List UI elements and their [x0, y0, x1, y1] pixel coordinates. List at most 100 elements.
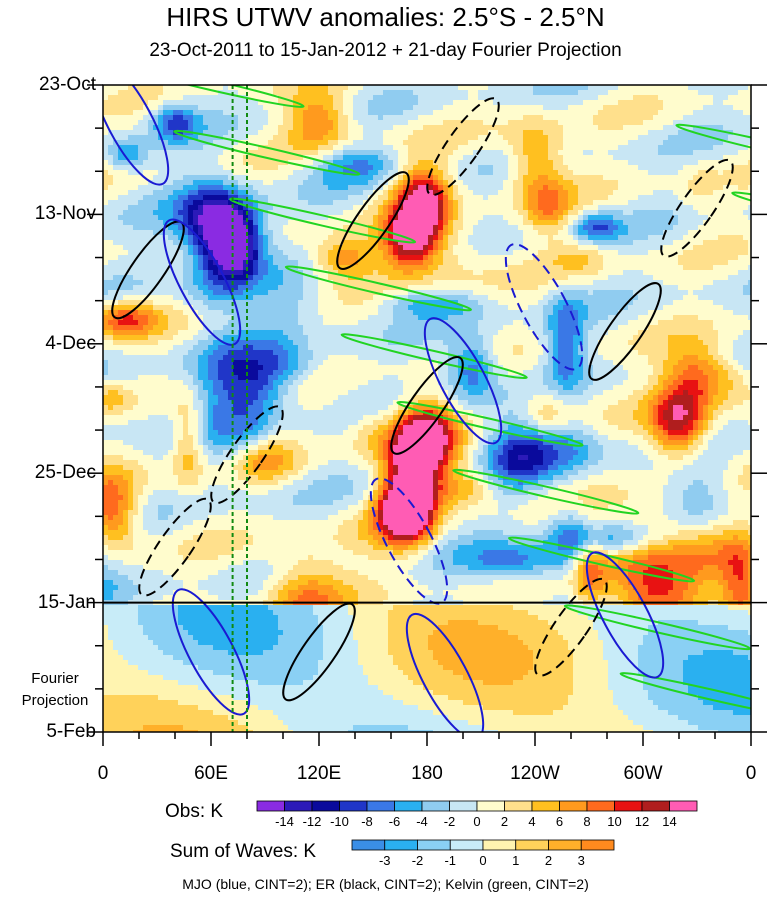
heatmap-cell: [183, 160, 188, 165]
heatmap-cell: [253, 505, 258, 510]
heatmap-cell: [173, 420, 178, 425]
heatmap-cell: [243, 485, 248, 490]
heatmap-cell: [183, 570, 188, 575]
heatmap-cell: [138, 660, 143, 665]
heatmap-cell: [188, 475, 193, 480]
heatmap-cell: [213, 165, 218, 170]
heatmap-cell: [273, 440, 278, 445]
heatmap-cell: [118, 590, 123, 595]
heatmap-cell: [133, 395, 138, 400]
heatmap-cell: [163, 90, 168, 95]
heatmap-cell: [103, 685, 108, 690]
heatmap-cell: [128, 535, 133, 540]
heatmap-cell: [158, 495, 163, 500]
heatmap-cell: [218, 275, 223, 280]
heatmap-cell: [238, 120, 243, 125]
heatmap-cell: [163, 160, 168, 165]
heatmap-cell: [273, 660, 278, 665]
heatmap-cell: [128, 115, 133, 120]
heatmap-cell: [243, 290, 248, 295]
heatmap-cell: [288, 350, 293, 355]
heatmap-cell: [148, 465, 153, 470]
heatmap-cell: [108, 255, 113, 260]
heatmap-cell: [223, 490, 228, 495]
heatmap-cell: [123, 545, 128, 550]
heatmap-cell: [218, 570, 223, 575]
heatmap-cell: [263, 405, 268, 410]
heatmap-cell: [183, 105, 188, 110]
heatmap-cell: [188, 505, 193, 510]
heatmap-cell: [173, 500, 178, 505]
heatmap-cell: [278, 130, 283, 135]
heatmap-cell: [123, 190, 128, 195]
heatmap-cell: [268, 455, 273, 460]
heatmap-cell: [288, 610, 293, 615]
heatmap-cell: [128, 670, 133, 675]
heatmap-cell: [108, 700, 113, 705]
heatmap-cell: [103, 465, 108, 470]
heatmap-cell: [188, 215, 193, 220]
heatmap-cell: [213, 100, 218, 105]
heatmap-cell: [203, 700, 208, 705]
heatmap-cell: [278, 590, 283, 595]
heatmap-cell: [178, 355, 183, 360]
heatmap-cell: [268, 135, 273, 140]
heatmap-cell: [113, 145, 118, 150]
heatmap-cell: [183, 650, 188, 655]
heatmap-cell: [183, 555, 188, 560]
heatmap-cell: [178, 690, 183, 695]
heatmap-cell: [283, 630, 288, 635]
heatmap-cell: [168, 345, 173, 350]
heatmap-cell: [163, 495, 168, 500]
heatmap-cell: [143, 710, 148, 715]
heatmap-cell: [183, 700, 188, 705]
heatmap-cell: [258, 205, 263, 210]
heatmap-cell: [188, 730, 193, 732]
heatmap-cell: [158, 385, 163, 390]
heatmap-cell: [258, 550, 263, 555]
heatmap-cell: [278, 670, 283, 675]
heatmap-cell: [133, 175, 138, 180]
heatmap-cell: [123, 625, 128, 630]
heatmap-cell: [278, 505, 283, 510]
heatmap-cell: [148, 325, 153, 330]
heatmap-cell: [173, 660, 178, 665]
heatmap-cell: [128, 550, 133, 555]
heatmap-cell: [233, 135, 238, 140]
heatmap-cell: [228, 370, 233, 375]
heatmap-cell: [263, 140, 268, 145]
heatmap-cell: [188, 320, 193, 325]
heatmap-cell: [243, 270, 248, 275]
heatmap-cell: [168, 485, 173, 490]
heatmap-cell: [178, 730, 183, 732]
heatmap-cell: [188, 560, 193, 565]
heatmap-cell: [138, 170, 143, 175]
heatmap-cell: [123, 500, 128, 505]
heatmap-cell: [113, 280, 118, 285]
heatmap-cell: [288, 580, 293, 585]
heatmap-cell: [223, 590, 228, 595]
heatmap-cell: [238, 455, 243, 460]
heatmap-cell: [153, 365, 158, 370]
heatmap-cell: [283, 525, 288, 530]
heatmap-cell: [108, 300, 113, 305]
heatmap-cell: [258, 270, 263, 275]
heatmap-cell: [228, 480, 233, 485]
heatmap-cell: [293, 290, 298, 295]
heatmap-cell: [248, 255, 253, 260]
heatmap-cell: [283, 130, 288, 135]
heatmap-cell: [253, 695, 258, 700]
heatmap-cell: [168, 660, 173, 665]
heatmap-cell: [138, 150, 143, 155]
heatmap-cell: [183, 710, 188, 715]
heatmap-cell: [273, 245, 278, 250]
heatmap-cell: [138, 440, 143, 445]
heatmap-cell: [248, 180, 253, 185]
heatmap-cell: [153, 355, 158, 360]
heatmap-cell: [248, 675, 253, 680]
heatmap-cell: [108, 215, 113, 220]
heatmap-cell: [108, 285, 113, 290]
heatmap-cell: [213, 470, 218, 475]
heatmap-cell: [268, 200, 273, 205]
heatmap-cell: [143, 680, 148, 685]
